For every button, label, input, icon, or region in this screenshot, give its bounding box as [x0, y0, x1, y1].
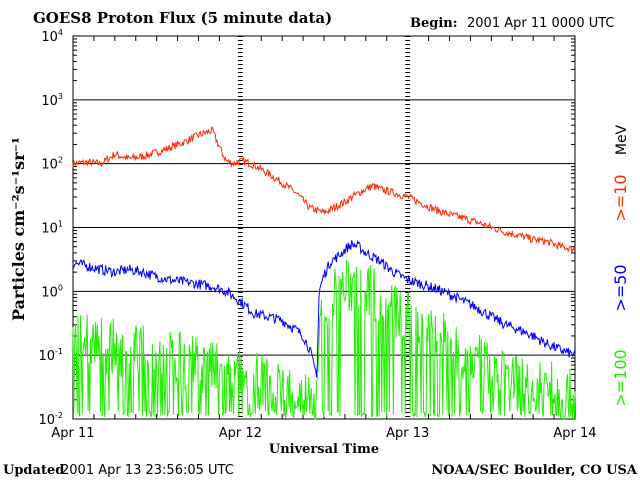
updated-value: 2001 Apr 13 23:56:05 UTC	[61, 463, 234, 478]
updated-label: Updated	[3, 463, 64, 478]
series-line-10mev	[72, 126, 576, 254]
y-tick-label: 103	[41, 92, 63, 109]
x-tick-label: Apr 12	[219, 426, 262, 441]
begin-label: Begin:	[410, 16, 458, 31]
x-axis-label: Universal Time	[269, 442, 379, 457]
legend-unit: MeV	[614, 124, 630, 155]
y-tick-label: 104	[41, 28, 63, 45]
chart-title: GOES8 Proton Flux (5 minute data)	[33, 9, 332, 27]
x-tick-label: Apr 13	[386, 426, 429, 441]
series-line-50mev	[72, 239, 576, 378]
legend-entry-50: >=50	[611, 264, 630, 311]
y-tick-label: 101	[41, 220, 63, 237]
series-line-100mev	[72, 259, 576, 420]
y-tick-label: 10-1	[38, 347, 63, 364]
begin-value: 2001 Apr 11 0000 UTC	[467, 16, 615, 31]
y-axis-label: Particles cm⁻²s⁻¹sr⁻¹	[9, 137, 28, 321]
credit-text: NOAA/SEC Boulder, CO USA	[431, 463, 638, 478]
x-tick-label: Apr 14	[553, 426, 596, 441]
legend-entry-10: >=10	[611, 174, 630, 221]
legend-entry-100: >=100	[611, 349, 630, 406]
grid-lines	[73, 99, 575, 356]
y-tick-label: 100	[41, 283, 63, 300]
y-tick-label: 10-2	[38, 411, 63, 428]
y-axis-ticks: 104 103 102 101 100 10-1 10-2	[38, 28, 575, 428]
x-axis-ticks: Apr 11 Apr 12 Apr 13 Apr 14	[51, 36, 597, 441]
y-tick-label: 102	[41, 156, 63, 173]
series-group	[72, 126, 576, 420]
x-tick-label: Apr 11	[51, 426, 94, 441]
